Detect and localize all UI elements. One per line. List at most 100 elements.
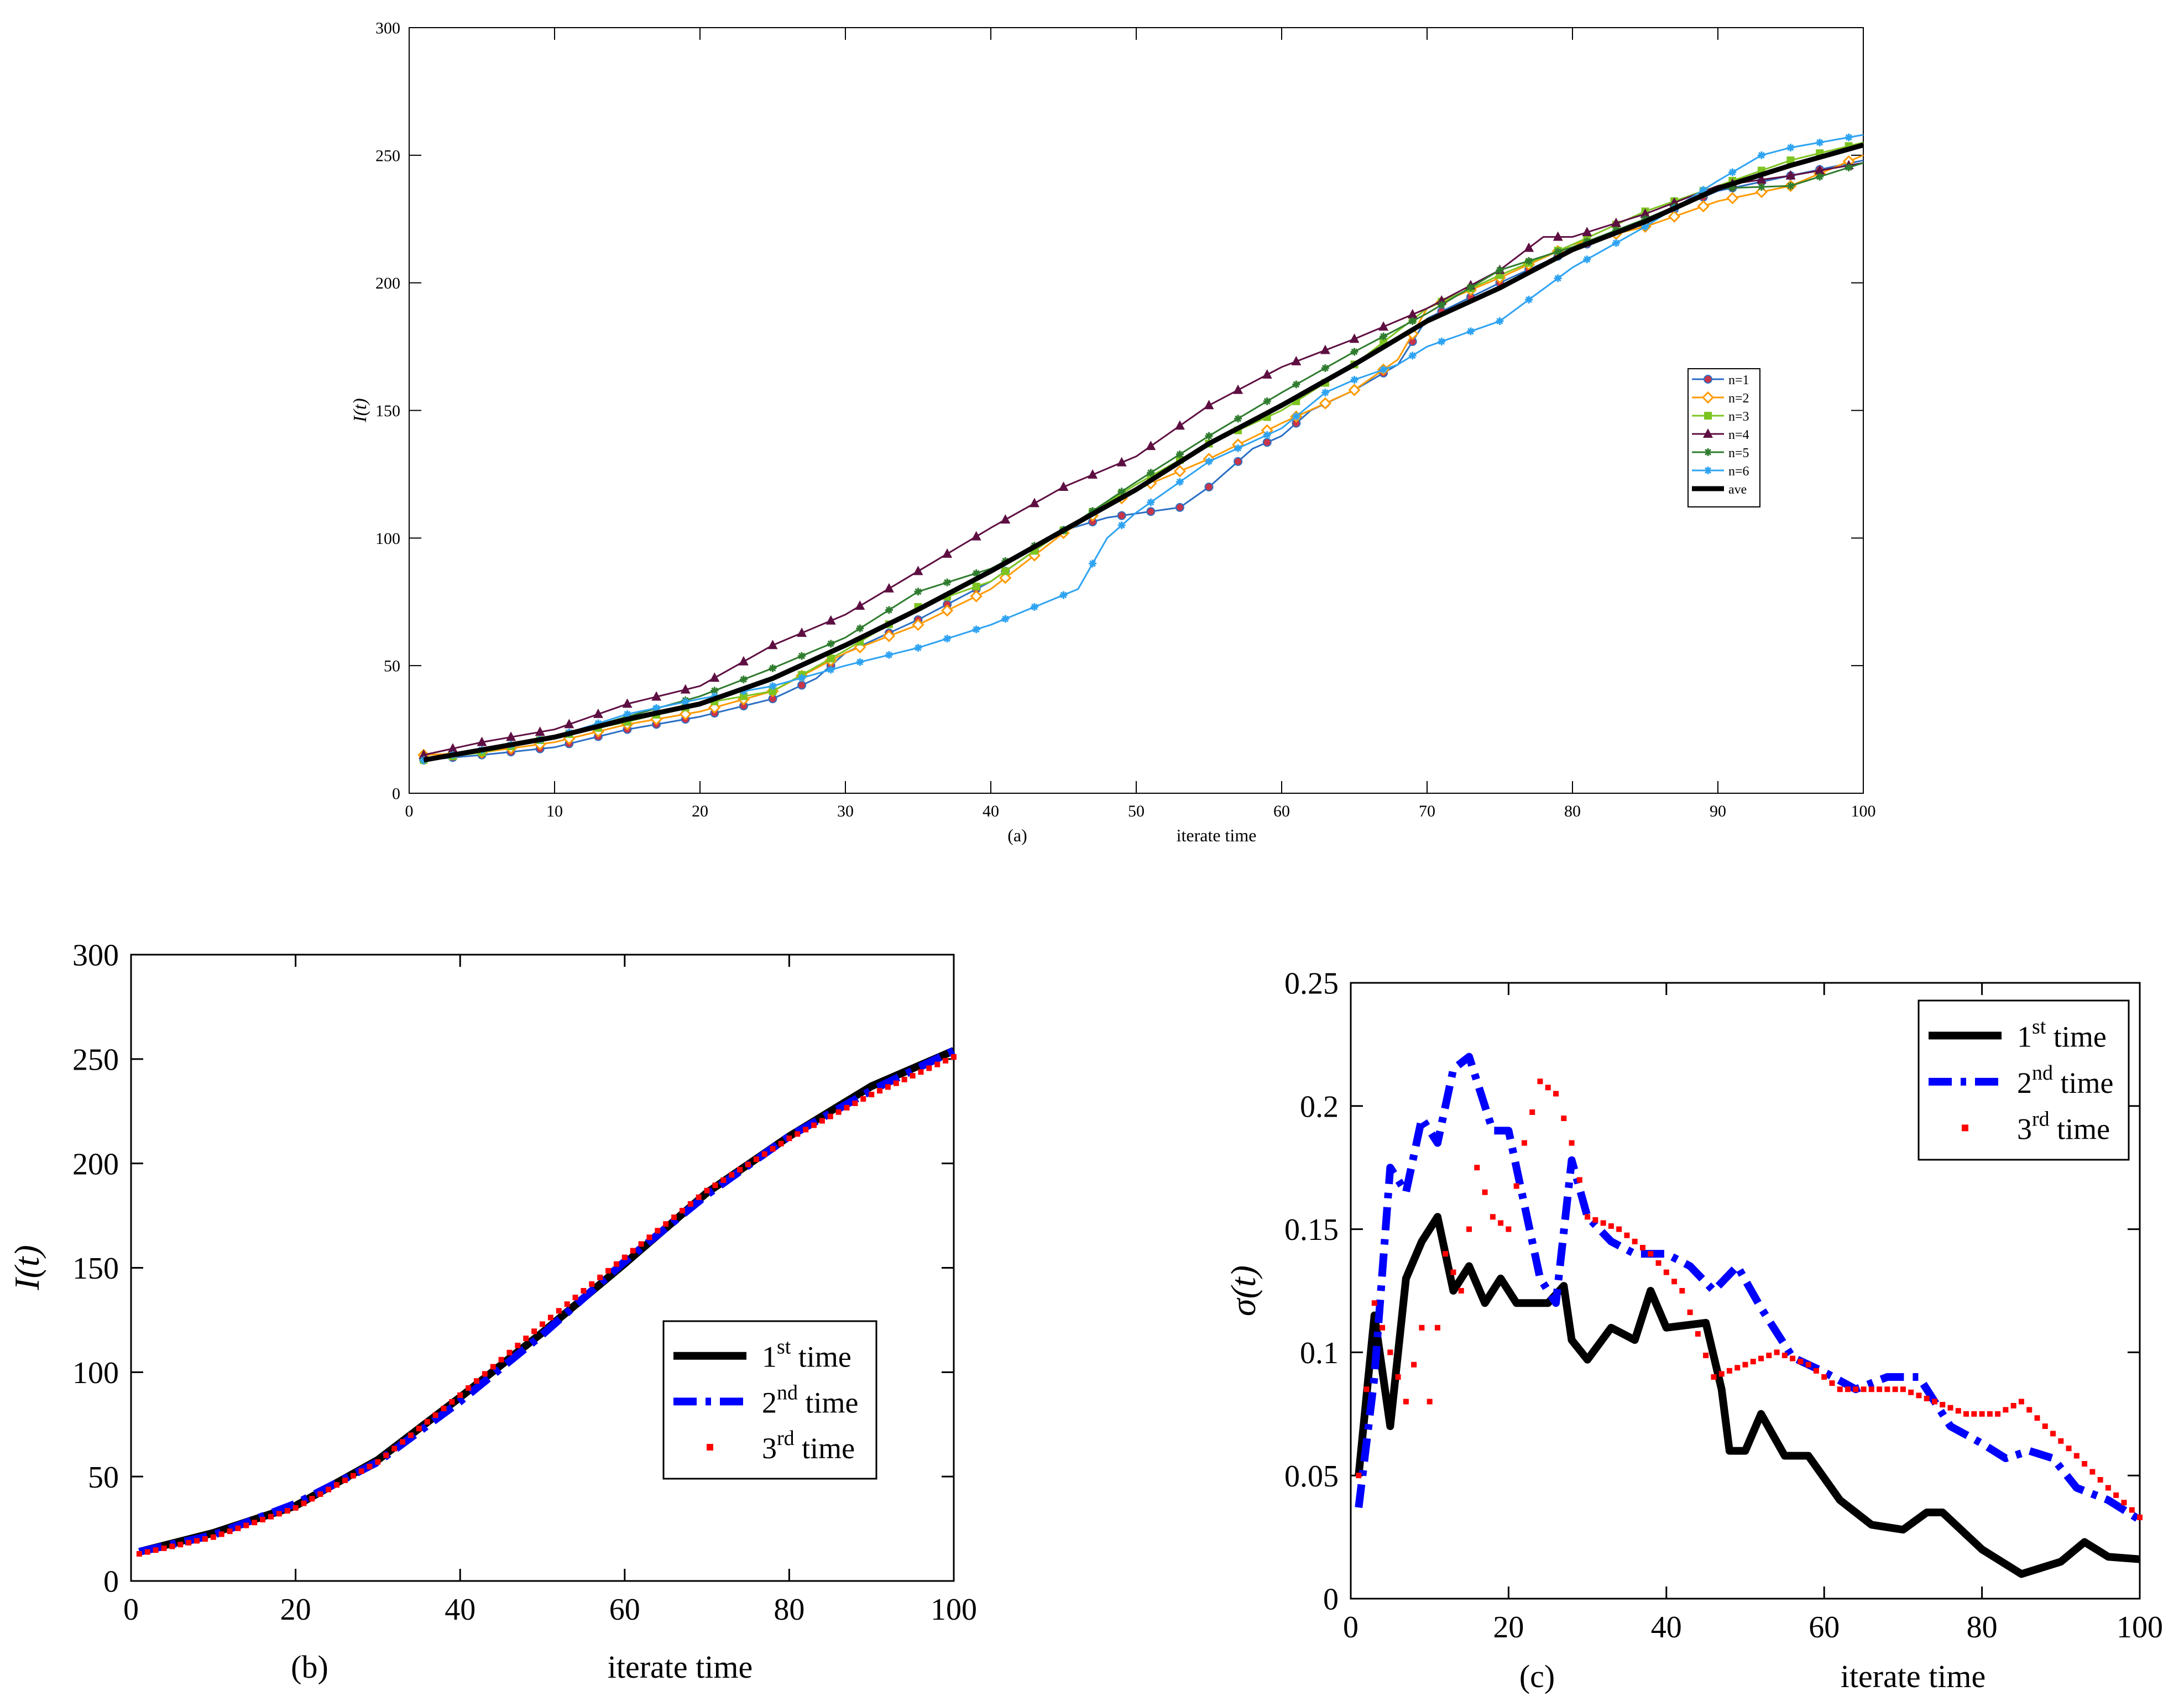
data-point — [1490, 1214, 1496, 1220]
panel-label: (c) — [1519, 1658, 1555, 1694]
data-point — [523, 1336, 529, 1342]
legend-item: ave — [1692, 483, 1747, 497]
data-point — [1204, 400, 1214, 410]
data-point — [1916, 1392, 1922, 1399]
data-point — [1262, 369, 1272, 379]
data-point — [1321, 389, 1329, 397]
data-point — [1411, 1362, 1417, 1368]
y-tick-label: 300 — [375, 19, 400, 38]
legend-marker — [1701, 391, 1715, 404]
data-point — [1496, 317, 1504, 325]
data-point — [1786, 156, 1795, 165]
data-point — [2010, 1402, 2016, 1408]
data-point — [1146, 441, 1156, 451]
data-point — [1663, 1269, 1669, 1275]
y-axis-label: I(t) — [350, 398, 370, 422]
x-tick-label: 10 — [546, 802, 563, 820]
data-point — [1699, 186, 1707, 194]
data-point — [1262, 438, 1272, 447]
data-point — [564, 1301, 570, 1307]
legend-marker — [1962, 1124, 1968, 1132]
data-point — [1592, 1217, 1598, 1223]
data-point — [235, 1525, 241, 1531]
data-point — [218, 1531, 224, 1537]
data-point — [827, 666, 835, 674]
data-point — [943, 578, 952, 587]
data-point — [1816, 138, 1824, 146]
data-point — [1790, 1355, 1796, 1362]
data-point — [1513, 1183, 1519, 1189]
x-tick-label: 70 — [1419, 802, 1435, 820]
x-tick-label: 0 — [405, 802, 414, 820]
data-point — [1611, 217, 1621, 227]
data-point — [1608, 1223, 1614, 1229]
data-point — [482, 1371, 488, 1377]
series-3rd — [1356, 1078, 2143, 1520]
data-point — [679, 1208, 685, 1214]
y-tick-label: 0.2 — [1300, 1090, 1339, 1124]
data-point — [1786, 182, 1795, 190]
data-point — [798, 652, 806, 660]
data-point — [506, 731, 516, 741]
data-point — [1545, 1085, 1551, 1091]
x-axis-label: iterate time — [1841, 1658, 1986, 1694]
data-point — [1059, 591, 1068, 599]
data-point — [1987, 1411, 1993, 1417]
data-point — [1845, 163, 1853, 171]
data-point — [1387, 1349, 1393, 1355]
data-point — [819, 1118, 825, 1124]
legend-item: 2nd time — [673, 1381, 858, 1419]
data-point — [1900, 1386, 1906, 1392]
data-point — [1750, 1359, 1756, 1365]
data-point — [638, 1241, 644, 1247]
data-point — [651, 691, 662, 701]
panel-a: 0 10 20 30 40 50 60 70 80 90 100 0 50 100 150 200 250 300… — [350, 19, 1876, 846]
data-point — [972, 583, 980, 591]
legend-label: n=2 — [1728, 391, 1749, 406]
data-point — [1758, 1355, 1764, 1362]
data-point — [934, 1061, 941, 1067]
data-point — [663, 1221, 669, 1227]
data-point — [1175, 450, 1184, 458]
data-point — [1498, 1220, 1504, 1226]
data-point — [827, 640, 835, 648]
data-point — [292, 1505, 299, 1511]
data-point — [1117, 488, 1126, 496]
data-point — [951, 1054, 957, 1060]
data-point — [1616, 1226, 1622, 1232]
data-point — [326, 1486, 332, 1493]
legend-marker — [1703, 428, 1713, 438]
series-n-4 — [419, 160, 1864, 759]
y-tick-label: 0 — [1323, 1583, 1339, 1617]
data-point — [515, 1342, 521, 1348]
data-point — [375, 1459, 381, 1465]
legend-marker — [707, 1444, 713, 1451]
data-point — [473, 1378, 479, 1384]
data-point — [885, 606, 893, 614]
data-point — [506, 1349, 513, 1355]
data-point — [540, 1321, 545, 1327]
data-point — [1378, 321, 1389, 331]
data-point — [424, 1419, 430, 1425]
data-point — [769, 682, 777, 690]
legend-marker — [1704, 467, 1712, 474]
data-point — [1924, 1395, 1930, 1401]
data-point — [1728, 168, 1737, 176]
data-point — [1813, 1368, 1819, 1374]
data-point — [136, 1551, 142, 1557]
data-point — [679, 708, 692, 721]
data-point — [1655, 1260, 1661, 1266]
data-point — [1757, 183, 1765, 191]
data-point — [1908, 1389, 1914, 1395]
data-point — [712, 1182, 718, 1188]
legend-item: n=2 — [1692, 391, 1749, 406]
data-point — [1319, 397, 1332, 410]
data-point — [999, 572, 1012, 584]
data-point — [202, 1536, 208, 1542]
data-point — [1671, 1279, 1678, 1285]
data-point — [1408, 352, 1417, 360]
data-point — [572, 1295, 578, 1301]
data-point — [449, 1399, 455, 1405]
data-point — [869, 1092, 875, 1098]
x-tick-label: 20 — [1493, 1610, 1524, 1645]
